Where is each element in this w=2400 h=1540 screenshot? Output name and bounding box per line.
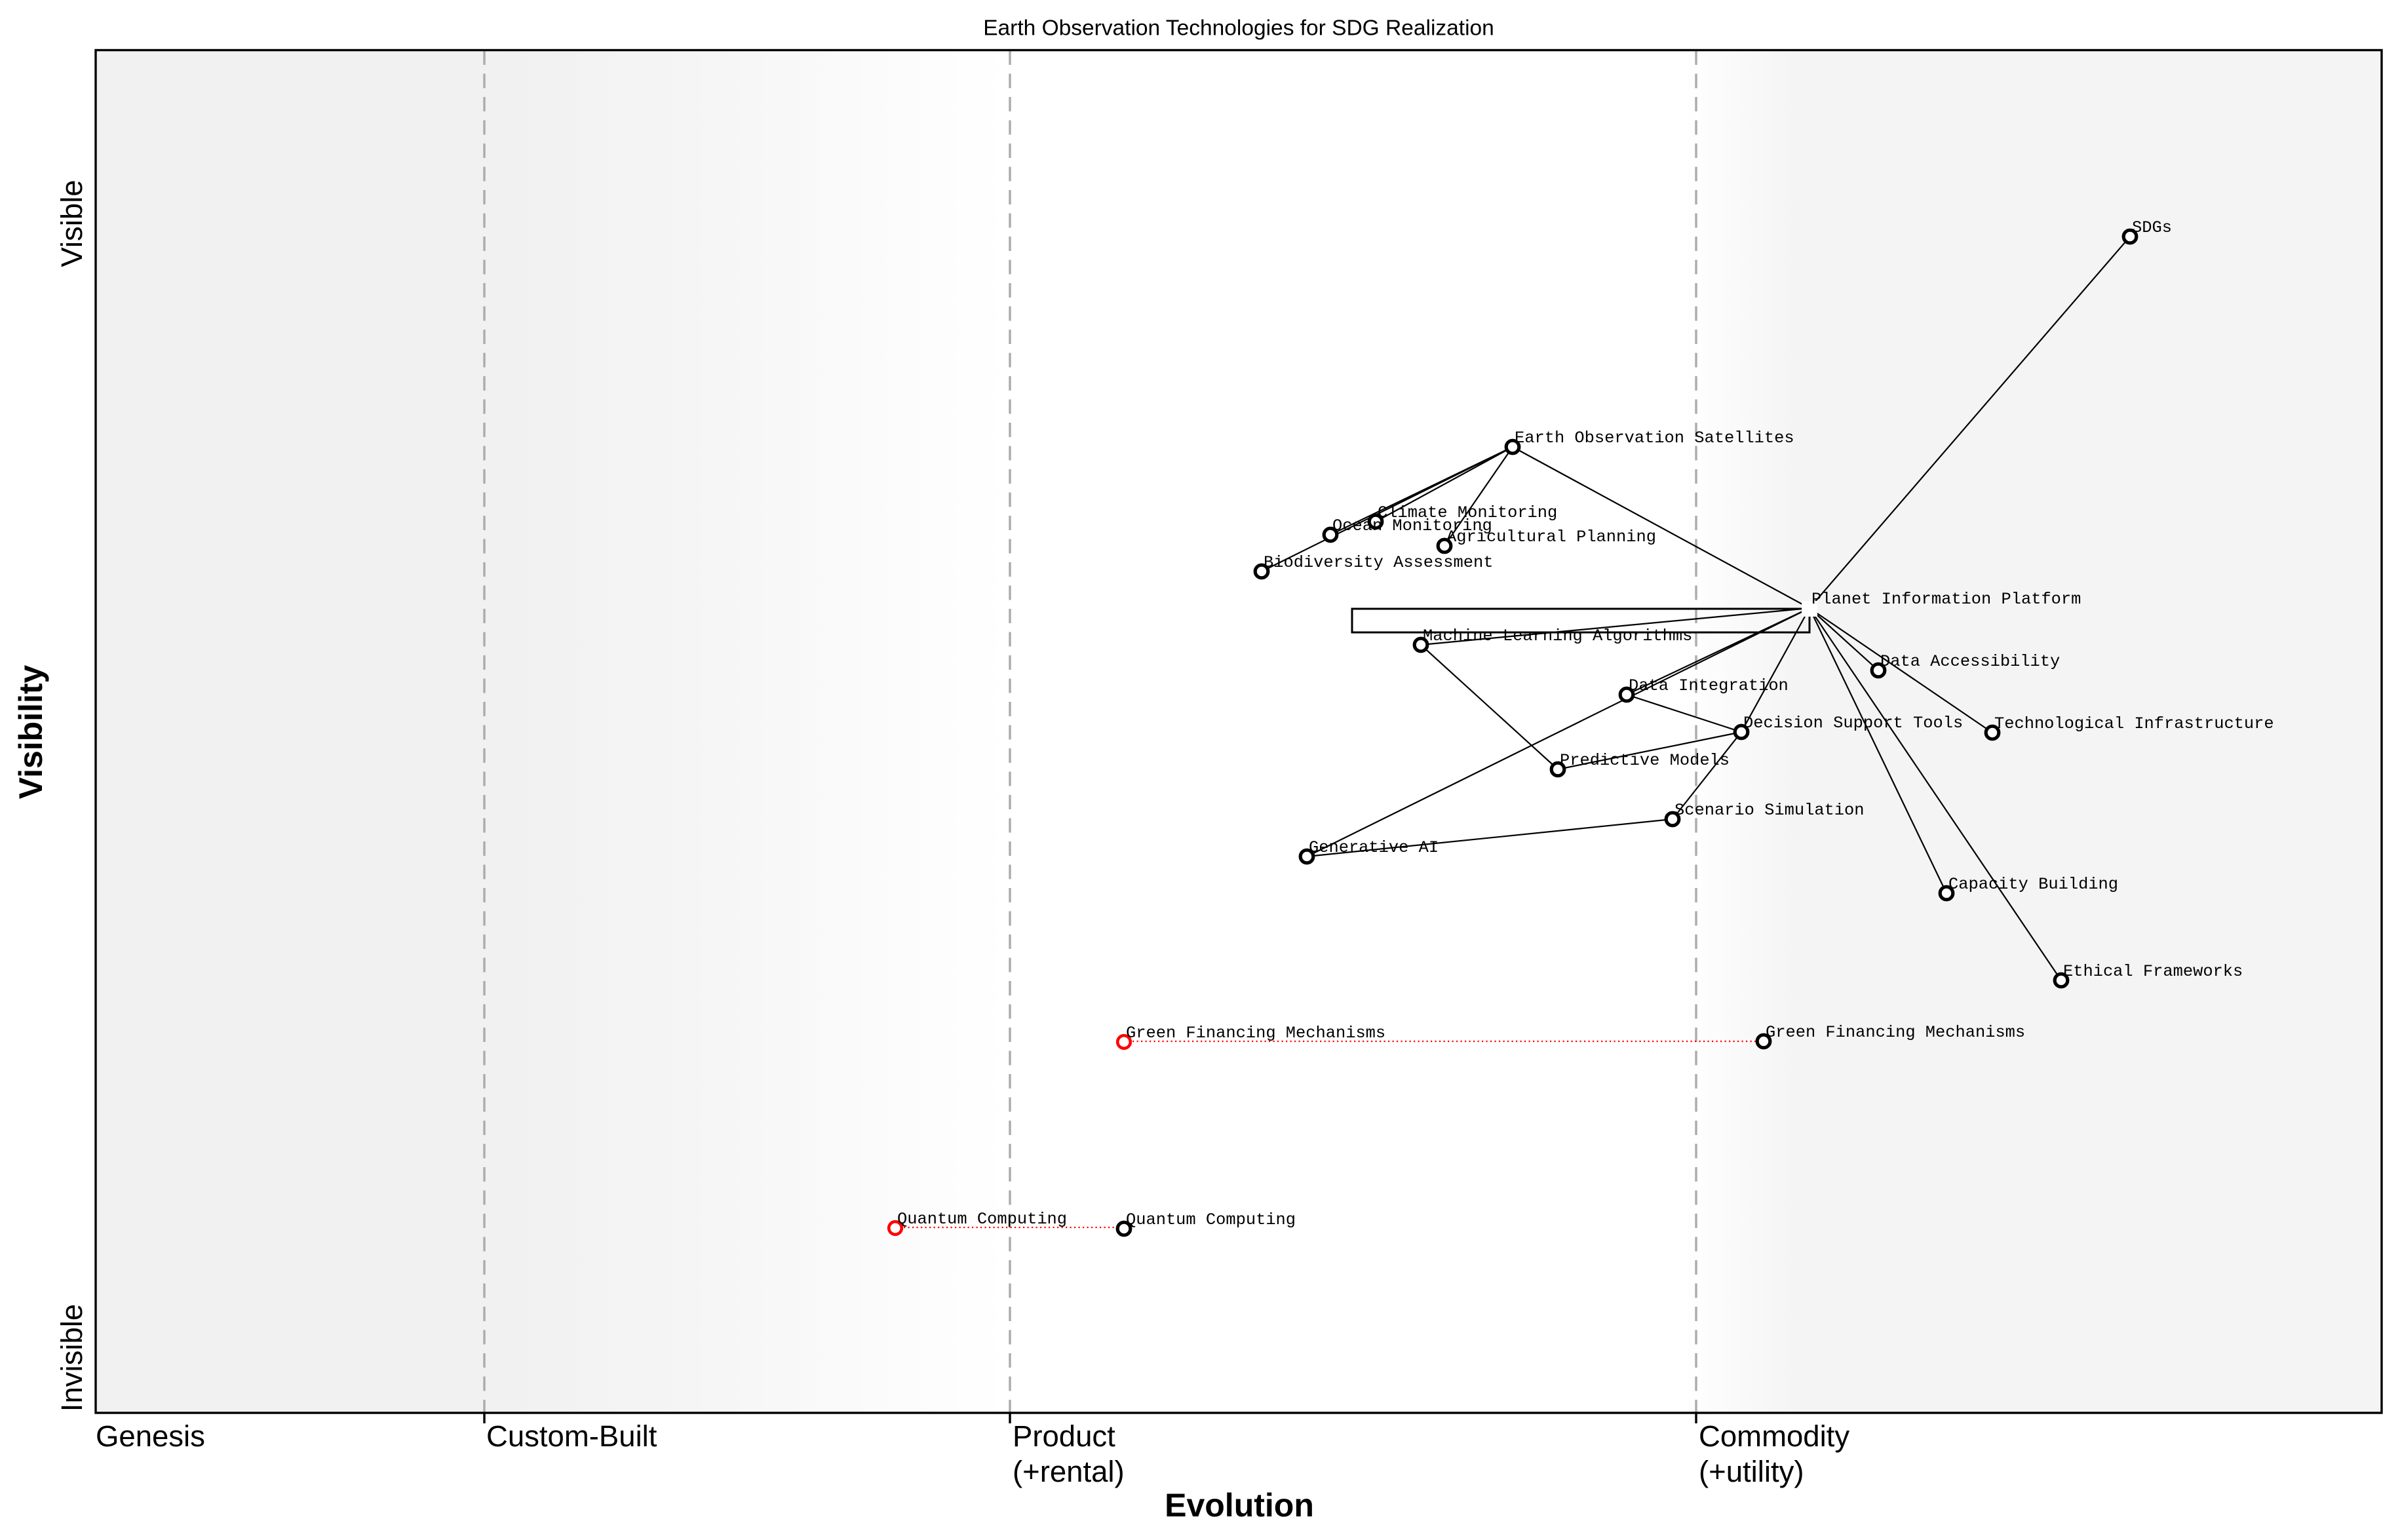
svg-text:Capacity Building: Capacity Building — [1948, 875, 2118, 894]
svg-text:Data Integration: Data Integration — [1629, 676, 1789, 695]
svg-text:Generative AI: Generative AI — [1309, 838, 1439, 857]
svg-text:Data Accessibility: Data Accessibility — [1880, 652, 2060, 671]
svg-text:Visible: Visible — [55, 180, 88, 267]
svg-text:Evolution: Evolution — [1165, 1487, 1314, 1524]
svg-text:Scenario Simulation: Scenario Simulation — [1674, 801, 1865, 820]
svg-text:SDGs: SDGs — [2132, 218, 2172, 237]
svg-text:Biodiversity Assessment: Biodiversity Assessment — [1264, 553, 1493, 572]
svg-text:Visibility: Visibility — [12, 664, 49, 799]
svg-text:Earth Observation Technologies: Earth Observation Technologies for SDG R… — [983, 16, 1494, 41]
svg-text:Ethical Frameworks: Ethical Frameworks — [2063, 962, 2243, 981]
svg-text:Quantum Computing: Quantum Computing — [897, 1210, 1067, 1229]
svg-text:Invisible: Invisible — [55, 1304, 88, 1412]
svg-text:Planet Information Platform: Planet Information Platform — [1811, 590, 2081, 609]
svg-text:Climate Monitoring: Climate Monitoring — [1378, 503, 1557, 522]
svg-text:(+utility): (+utility) — [1699, 1455, 1804, 1488]
svg-text:Agricultural Planning: Agricultural Planning — [1446, 528, 1656, 547]
svg-text:Predictive Models: Predictive Models — [1560, 751, 1730, 770]
svg-text:Product: Product — [1013, 1419, 1115, 1453]
svg-text:Decision Support Tools: Decision Support Tools — [1743, 714, 1963, 733]
svg-text:(+rental): (+rental) — [1013, 1455, 1125, 1488]
svg-text:Green Financing Mechanisms: Green Financing Mechanisms — [1766, 1023, 2025, 1042]
svg-text:Custom-Built: Custom-Built — [486, 1419, 657, 1453]
svg-text:Ocean Monitoring: Ocean Monitoring — [1332, 516, 1492, 535]
svg-text:Green Financing Mechanisms: Green Financing Mechanisms — [1126, 1024, 1385, 1043]
svg-text:Quantum Computing: Quantum Computing — [1126, 1210, 1296, 1229]
svg-text:Earth Observation Satellites: Earth Observation Satellites — [1515, 429, 1794, 448]
svg-text:Genesis: Genesis — [96, 1419, 205, 1453]
svg-text:Commodity: Commodity — [1699, 1419, 1849, 1453]
svg-text:Technological Infrastructure: Technological Infrastructure — [1994, 714, 2274, 733]
svg-text:Machine Learning Algorithms: Machine Learning Algorithms — [1423, 626, 1692, 645]
